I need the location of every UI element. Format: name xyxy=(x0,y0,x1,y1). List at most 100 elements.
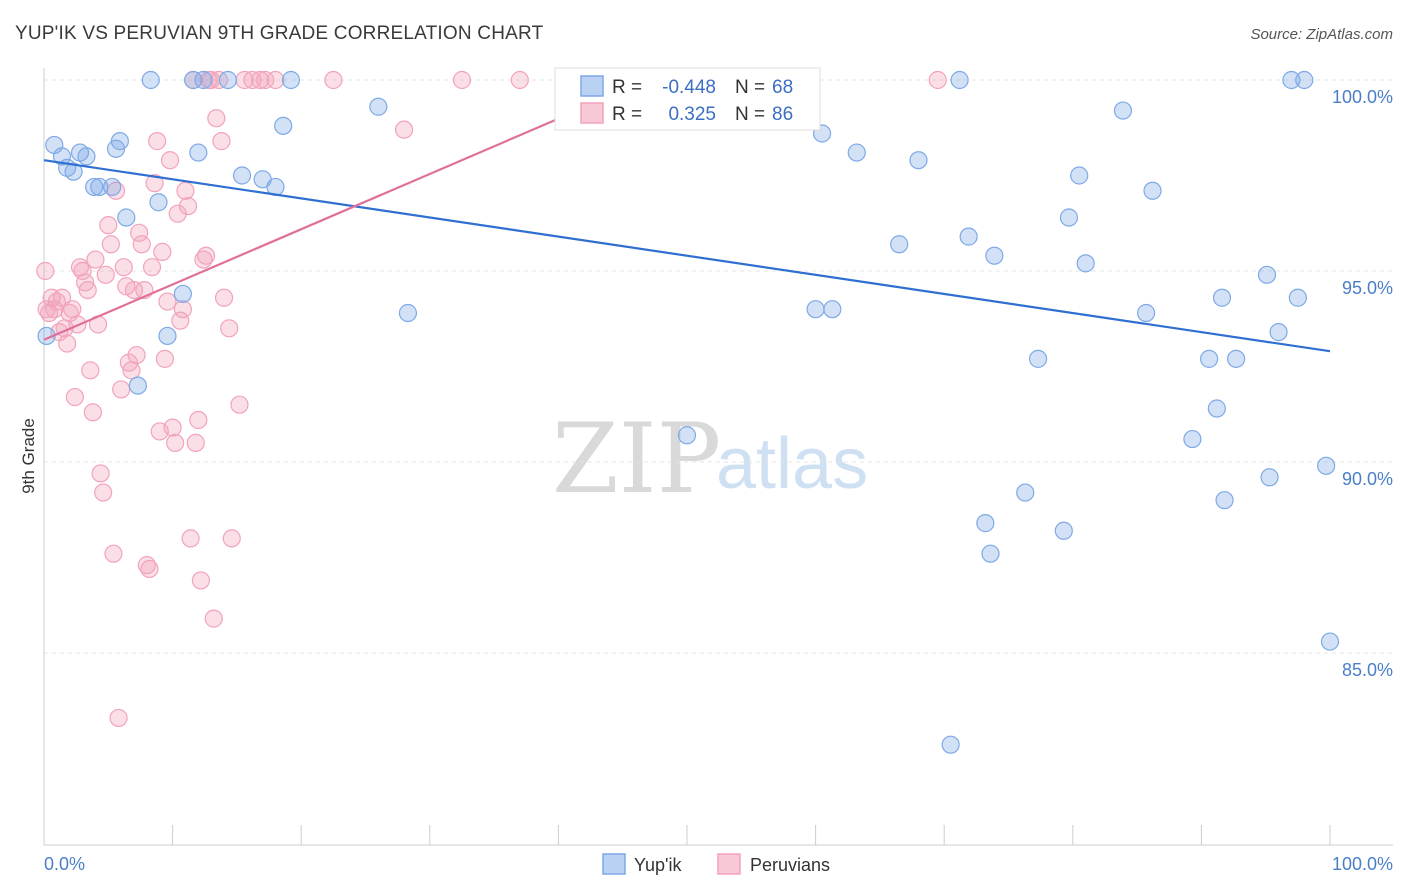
yupik-point-39 xyxy=(890,235,909,254)
yupik-point-41 xyxy=(941,735,960,754)
x-ticks xyxy=(43,825,1331,845)
peruvians-point-81 xyxy=(452,70,472,90)
yupik-point-18 xyxy=(184,70,203,90)
yupik-trend-line xyxy=(43,159,1331,353)
stats-swatch-pink xyxy=(580,102,604,124)
legend: Yup'ik Peruvians xyxy=(602,853,830,875)
yupik-point-11 xyxy=(110,132,129,151)
yupik-point-55 xyxy=(1143,181,1162,200)
peruvians-point-29 xyxy=(109,708,128,728)
y-axis-label: 9th Grade xyxy=(19,418,38,494)
peruvians-point-78 xyxy=(266,70,285,90)
peruvians-point-63 xyxy=(196,246,216,265)
yupik-point-40 xyxy=(909,151,928,170)
peruvians-point-18 xyxy=(81,361,100,380)
trend-lines xyxy=(43,78,1331,353)
peruvians-point-23 xyxy=(94,483,113,502)
yupik-point-56 xyxy=(1183,429,1202,449)
yupik-point-52 xyxy=(1076,254,1095,273)
peruvians-point-47 xyxy=(155,349,174,368)
yupik-point-43 xyxy=(959,227,978,246)
peruvians-point-66 xyxy=(204,609,223,628)
yupik-point-63 xyxy=(1260,468,1279,487)
peruvians-point-57 xyxy=(181,529,200,548)
peruvians-point-82 xyxy=(510,70,529,90)
yupik-point-12 xyxy=(117,208,136,227)
peruvians-point-53 xyxy=(171,311,190,330)
chart-source: Source: ZipAtlas.com xyxy=(1250,26,1393,43)
x-tick-label-min: 0.0% xyxy=(44,854,85,874)
peruvians-point-38 xyxy=(132,235,151,254)
stats-r-label-pink: R = xyxy=(612,104,642,125)
legend-label-yupik: Yup'ik xyxy=(634,855,682,875)
stats-r-value-pink: 0.325 xyxy=(668,104,716,125)
stats-r-value-blue: -0.448 xyxy=(662,77,716,98)
peruvians-point-24 xyxy=(96,265,115,284)
yupik-point-65 xyxy=(1282,70,1301,90)
yupik-point-8 xyxy=(90,177,109,197)
yupik-point-50 xyxy=(1059,208,1079,227)
yupik-point-28 xyxy=(398,303,418,323)
yupik-point-38 xyxy=(847,143,866,162)
yupik-point-61 xyxy=(1227,349,1246,368)
yupik-point-20 xyxy=(194,70,213,90)
peruvians-point-72 xyxy=(222,529,241,548)
peruvians-point-60 xyxy=(189,410,208,430)
yupik-point-44 xyxy=(976,514,995,533)
yupik-point-14 xyxy=(141,70,160,90)
watermark-zip: ZIP xyxy=(552,403,721,515)
legend-swatch-yupik xyxy=(602,853,626,875)
yupik-point-49 xyxy=(1054,521,1073,540)
peruvians-point-25 xyxy=(99,216,118,235)
yupik-point-19 xyxy=(189,143,208,162)
y-tick-label-95: 95.0% xyxy=(1342,278,1393,298)
peruvians-point-44 xyxy=(148,132,167,151)
peruvians-point-73 xyxy=(230,395,249,414)
yupik-point-67 xyxy=(1295,70,1314,90)
yupik-point-25 xyxy=(274,116,293,135)
yupik-point-15 xyxy=(149,193,168,212)
yupik-point-6 xyxy=(77,147,96,166)
yupik-point-7 xyxy=(85,177,104,197)
peruvians-point-0 xyxy=(36,261,55,281)
peruvians-point-67 xyxy=(207,109,226,128)
peruvians-point-20 xyxy=(86,250,105,269)
peruvians-point-27 xyxy=(104,544,123,563)
peruvians-point-43 xyxy=(145,174,164,193)
yupik-point-58 xyxy=(1207,399,1226,418)
yupik-point-62 xyxy=(1257,265,1277,284)
yupik-point-42 xyxy=(950,70,969,90)
peruvians-point-69 xyxy=(212,132,231,151)
peruvians-point-59 xyxy=(186,433,205,452)
yupik-point-48 xyxy=(1028,349,1048,368)
peruvians-point-35 xyxy=(124,281,144,300)
peruvians-point-12 xyxy=(65,387,84,407)
peruvians-point-36 xyxy=(127,345,146,365)
yupik-point-13 xyxy=(128,376,147,395)
peruvians-point-77 xyxy=(256,70,275,90)
peruvians-point-70 xyxy=(214,288,234,307)
chart-title: YUP'IK VS PERUVIAN 9TH GRADE CORRELATION… xyxy=(15,23,544,44)
gridlines xyxy=(44,79,1393,654)
peruvians-point-11 xyxy=(63,300,82,319)
stats-n-value-pink: 86 xyxy=(772,104,793,125)
y-tick-label-90: 90.0% xyxy=(1342,469,1393,489)
legend-swatch-peruvians xyxy=(717,853,741,875)
peruvians-point-51 xyxy=(166,433,185,452)
yupik-points xyxy=(37,70,1340,754)
peruvians-point-48 xyxy=(158,292,177,311)
yupik-point-59 xyxy=(1212,288,1232,307)
peruvians-point-46 xyxy=(153,242,172,261)
peruvians-point-76 xyxy=(250,70,270,90)
yupik-point-68 xyxy=(1320,632,1340,651)
peruvians-point-19 xyxy=(83,403,102,422)
yupik-point-32 xyxy=(677,426,697,445)
yupik-point-54 xyxy=(1137,303,1156,323)
peruvians-point-55 xyxy=(176,181,195,200)
peruvians-point-7 xyxy=(52,288,72,307)
peruvians-trend-line xyxy=(43,78,649,341)
stats-box: R = -0.448 N = 68 R = 0.325 N = 86 xyxy=(554,67,821,131)
peruvians-point-26 xyxy=(101,235,120,254)
peruvians-point-61 xyxy=(191,571,210,590)
